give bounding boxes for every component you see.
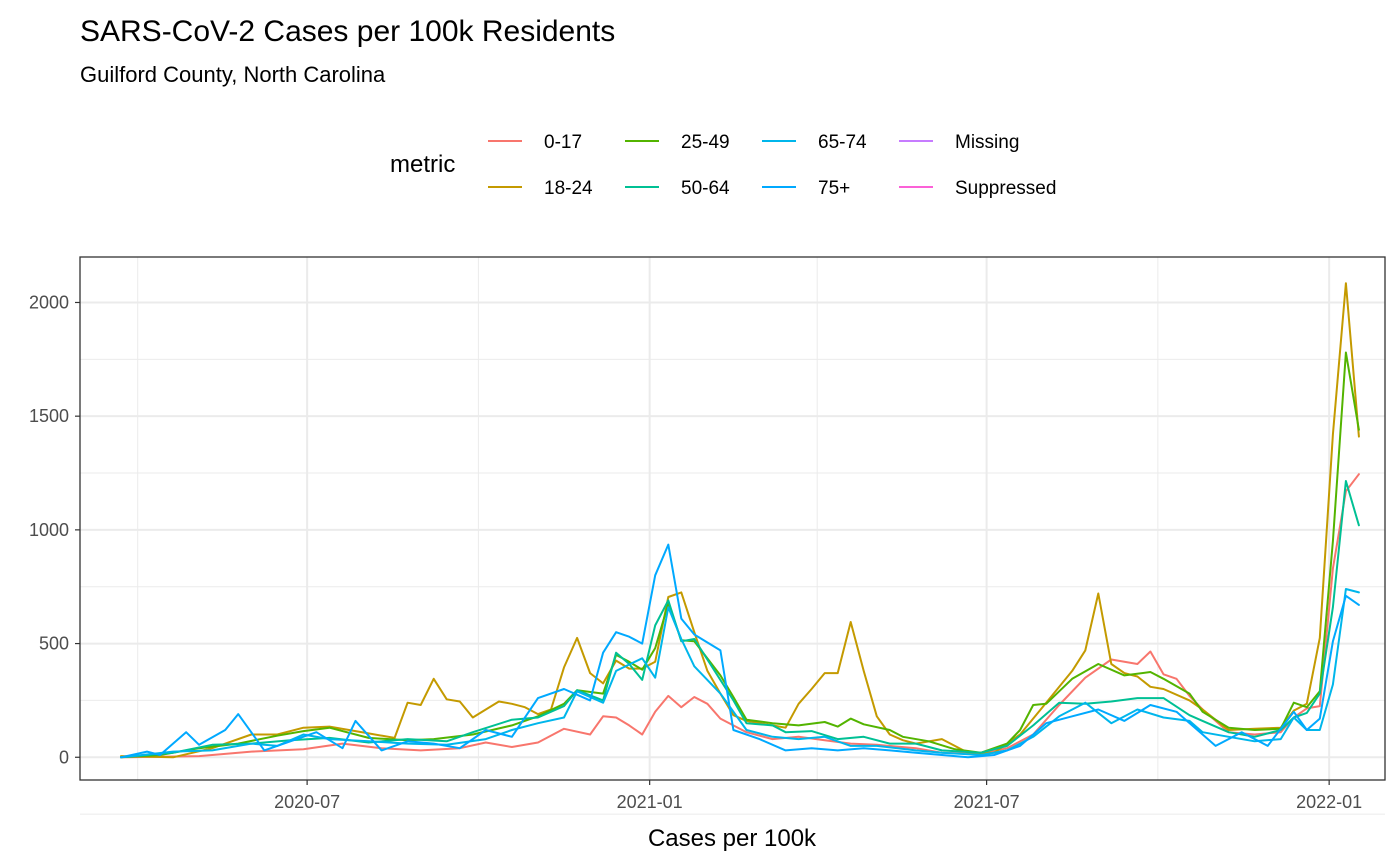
chart-subtitle: Guilford County, North Carolina — [80, 62, 386, 87]
legend-label-2: 25-49 — [681, 132, 730, 153]
series-line-50-64 — [120, 480, 1360, 759]
series-line-75+ — [120, 543, 1360, 759]
legend-title: metric — [390, 151, 455, 178]
legend-label-7: Suppressed — [955, 178, 1056, 199]
legend: metric 0-17 18-24 25-49 50-64 65-74 75+ Missin… — [390, 132, 1056, 199]
plot-border — [79, 256, 1386, 781]
chart-title: SARS-CoV-2 Cases per 100k Residents — [80, 15, 615, 48]
legend-label-0: 0-17 — [544, 132, 582, 153]
legend-label-4: 65-74 — [818, 132, 867, 153]
legend-label-3: 50-64 — [681, 178, 730, 199]
series-line-65-74 — [120, 588, 1360, 759]
y-tick-label-4: 2000 — [29, 292, 69, 312]
x-axis-title: Cases per 100k — [648, 825, 817, 852]
series-lines — [120, 282, 1360, 759]
legend-label-1: 18-24 — [544, 178, 593, 199]
x-tick-label-3: 2022-01 — [1296, 792, 1362, 812]
y-axis: 0 500 1000 1500 2000 — [29, 292, 80, 767]
x-tick-label-1: 2021-01 — [617, 792, 683, 812]
x-tick-label-2: 2021-07 — [954, 792, 1020, 812]
plot-panel — [80, 257, 1385, 780]
y-tick-label-2: 1000 — [29, 520, 69, 540]
legend-label-5: 75+ — [818, 178, 850, 199]
grid-major — [80, 257, 1385, 780]
x-tick-label-0: 2020-07 — [274, 792, 340, 812]
x-axis: 2020-07 2021-01 2021-07 2022-01 — [274, 780, 1362, 812]
legend-label-6: Missing — [955, 132, 1019, 153]
series-line-18-24 — [120, 282, 1360, 759]
y-tick-label-1: 500 — [39, 634, 69, 654]
y-tick-label-3: 1500 — [29, 406, 69, 426]
series-line-25-49 — [120, 351, 1360, 759]
y-tick-label-0: 0 — [59, 747, 69, 767]
